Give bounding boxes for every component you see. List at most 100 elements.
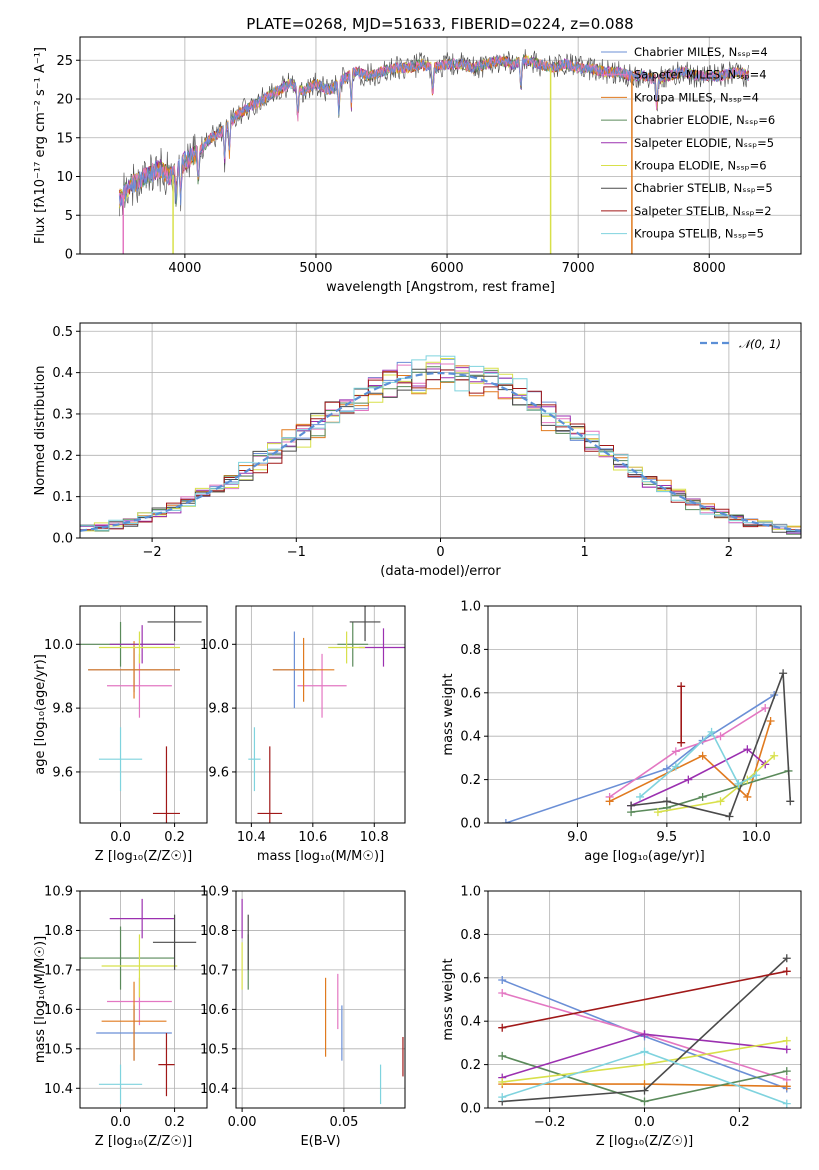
- x-tick-label: 0.0: [110, 830, 131, 845]
- figure-title: PLATE=0268, MJD=51633, FIBERID=0224, z=0…: [246, 15, 633, 33]
- y-tick-label: 0: [65, 248, 73, 263]
- x-axis-label: Z [log₁₀(Z/Z☉)]: [596, 1134, 693, 1149]
- x-axis-label: Z [log₁₀(Z/Z☉)]: [95, 1134, 192, 1149]
- y-tick-label: 10.0: [44, 638, 73, 653]
- kroupa_stelib-point-marker: [734, 779, 743, 788]
- y-tick-label: 10.5: [200, 1042, 229, 1057]
- kroupa_stelib-point-marker: [498, 1093, 507, 1102]
- axes-frame: [487, 890, 802, 1109]
- y-tick-label: 0.0: [460, 1102, 481, 1117]
- age-vs-mass-panel: 10.4 10.6 10.8 9.6 9.8 10.0 mass [log₁₀(M/M☉)]: [200, 605, 406, 864]
- salpeter_stelib-point-marker: [677, 682, 686, 691]
- x-tick-label: 7000: [562, 261, 595, 276]
- salpeter_miles-point-marker: [761, 703, 770, 712]
- kroupa_miles-point-marker: [766, 717, 775, 726]
- x-tick-label: 9.0: [567, 830, 588, 845]
- y-tick-label: 10.6: [200, 1003, 229, 1018]
- salpeter_miles-series-line: [609, 707, 766, 798]
- salpeter_elodie-point-marker: [640, 1030, 649, 1039]
- kroupa_miles-point-marker: [605, 797, 614, 806]
- y-tick-label: 0.2: [52, 449, 73, 464]
- y-tick-label: 10.5: [44, 1042, 73, 1057]
- kroupa_elodie-histogram: [80, 358, 801, 532]
- axes-frame: [235, 605, 406, 824]
- y-tick-label: 10.9: [200, 885, 229, 900]
- x-tick-label: −1: [287, 545, 306, 560]
- grid-lines: [236, 890, 405, 1108]
- chabrier_stelib-point-marker: [627, 801, 636, 810]
- kroupa_miles-histogram: [80, 365, 801, 528]
- axes-frame: [79, 890, 208, 1109]
- x-tick-label: 0.2: [164, 830, 185, 845]
- plot-area: [118, 49, 749, 254]
- spectrum-legend: Chabrier MILES, Nₛₛₚ=4 Salpeter MILES, Nₛ…: [601, 45, 775, 241]
- x-tick-label: 0.0: [110, 1115, 131, 1130]
- chabrier_miles-spectrum-line: [118, 55, 749, 207]
- y-tick-label: 0.0: [52, 532, 73, 547]
- x-axis-label: E(B-V): [300, 1134, 340, 1149]
- normal-curve: [80, 371, 801, 532]
- salpeter_stelib-point-marker: [782, 967, 791, 976]
- y-tick-label: 10.4: [44, 1082, 73, 1097]
- legend-entry: Chabrier STELIB, Nₛₛₚ=5: [634, 181, 773, 195]
- y-tick-label: 25: [56, 54, 73, 69]
- y-tick-label: 0.4: [460, 1015, 481, 1030]
- y-axis-label: mass weight: [441, 958, 456, 1040]
- x-tick-label: 1: [581, 545, 589, 560]
- plot-area: [80, 898, 197, 1105]
- kroupa_stelib-point-marker: [671, 762, 680, 771]
- x-tick-label: 2: [725, 545, 733, 560]
- y-tick-label: 0.2: [460, 773, 481, 788]
- salpeter_stelib-point-marker: [677, 738, 686, 747]
- legend-entry: Salpeter ELODIE, Nₛₛₚ=5: [634, 136, 774, 150]
- chabrier_stelib-point-marker: [782, 954, 791, 963]
- chabrier_elodie-point-marker: [498, 1051, 507, 1060]
- y-tick-label: 10.0: [200, 638, 229, 653]
- plot-area: [248, 606, 405, 823]
- kroupa_miles-series-line: [609, 720, 772, 803]
- x-tick-label: −2: [143, 545, 162, 560]
- y-tick-label: 10.8: [44, 924, 73, 939]
- spectrum-panel: 4000 5000 6000 7000 8000 0 5 10 15 20 25 wavelength…: [33, 36, 802, 295]
- salpeter_elodie-point-marker: [782, 1045, 791, 1054]
- salpeter_stelib-histogram: [80, 369, 801, 531]
- x-axis-label: mass [log₁₀(M/M☉)]: [257, 849, 384, 864]
- legend-entry: Kroupa MILES, Nₛₛₚ=4: [634, 90, 759, 104]
- y-tick-label: 0.6: [460, 971, 481, 986]
- salpeter_elodie-point-marker: [684, 775, 693, 784]
- y-tick-label: 0.3: [52, 407, 73, 422]
- x-tick-label: 9.5: [657, 830, 678, 845]
- x-tick-label: 10.4: [237, 830, 266, 845]
- y-tick-label: 0.8: [460, 643, 481, 658]
- salpeter_stelib-point-marker: [498, 1023, 507, 1032]
- kroupa_stelib-point-marker: [752, 771, 761, 780]
- x-tick-label: 4000: [168, 261, 201, 276]
- x-tick-label: 10.6: [298, 830, 327, 845]
- plot-area: [80, 606, 202, 823]
- chabrier_elodie-point-marker: [640, 1097, 649, 1106]
- x-tick-label: −0.2: [534, 1115, 566, 1130]
- y-axis-label: Flux [fλ10⁻¹⁷ erg cm⁻² s⁻¹ A⁻¹]: [33, 47, 48, 244]
- mass-vs-Z-panel: 0.0 0.2 10.4 10.5 10.6 10.7 10.8 10.9 Z [log₁₀(Z…: [33, 885, 208, 1149]
- y-axis-label: Normed distribution: [33, 366, 48, 496]
- grid-lines: [80, 890, 207, 1108]
- y-tick-label: 20: [56, 93, 73, 108]
- residuals-legend: 𝒩(0, 1): [700, 337, 781, 351]
- salpeter_miles-point-marker: [671, 747, 680, 756]
- mass-weight-vs-Z-panel: −0.2 0.0 0.2 0.0 0.2 0.4 0.6 0.8 1.0 Z [log₁₀(Z/Z…: [441, 885, 802, 1149]
- plot-area: [501, 669, 795, 823]
- y-tick-label: 1.0: [460, 600, 481, 615]
- y-tick-label: 9.6: [208, 765, 229, 780]
- y-tick-label: 0.8: [460, 928, 481, 943]
- kroupa_stelib-histogram: [80, 355, 801, 531]
- axes-frame: [487, 605, 802, 824]
- y-tick-label: 0.4: [52, 366, 73, 381]
- chabrier_miles-point-marker: [662, 764, 671, 773]
- y-tick-label: 0.6: [460, 686, 481, 701]
- x-tick-label: 0.00: [228, 1115, 257, 1130]
- plot-area: [241, 898, 404, 1105]
- kroupa_elodie-point-marker: [770, 751, 779, 760]
- kroupa_elodie-point-marker: [498, 1077, 507, 1086]
- legend-entry: 𝒩(0, 1): [739, 337, 781, 351]
